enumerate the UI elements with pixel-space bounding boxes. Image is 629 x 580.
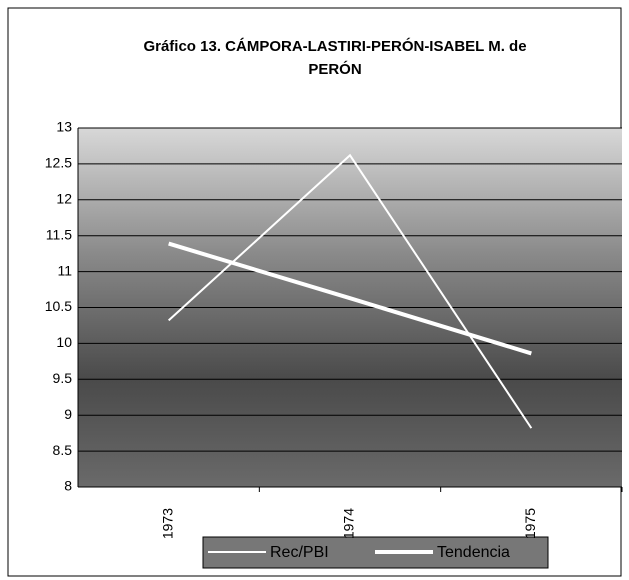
legend-label: Rec/PBI	[270, 544, 329, 561]
y-tick-label: 8	[64, 478, 72, 494]
series-line	[168, 241, 532, 356]
x-tick-label: 1973	[159, 508, 175, 539]
y-tick-label: 9.5	[53, 370, 73, 386]
y-tick-label: 11	[57, 262, 72, 278]
y-tick-label: 10.5	[45, 298, 72, 314]
chart-title: PERÓN	[308, 60, 361, 78]
y-tick-label: 10	[56, 334, 72, 350]
y-tick-label: 12.5	[45, 155, 72, 171]
y-tick-label: 12	[56, 191, 72, 207]
legend: Rec/PBI Tendencia	[202, 536, 549, 569]
x-tick-label: 1975	[522, 508, 538, 539]
legend-label: Tendencia	[437, 544, 510, 561]
y-tick-label: 9	[64, 406, 72, 422]
x-tick-label: 1974	[341, 508, 357, 539]
series-line	[167, 153, 533, 429]
y-tick-label: 8.5	[53, 442, 73, 458]
y-tick-label: 13	[56, 119, 72, 135]
y-tick-label: 11.5	[46, 226, 72, 242]
chart-title: Gráfico 13. CÁMPORA-LASTIRI-PERÓN-ISABEL…	[143, 37, 526, 55]
